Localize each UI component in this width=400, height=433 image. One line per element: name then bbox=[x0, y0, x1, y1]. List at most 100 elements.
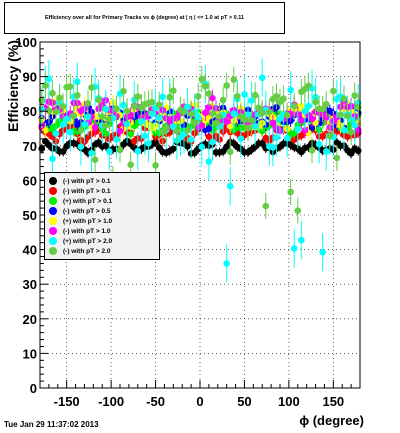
data-point bbox=[45, 75, 53, 83]
legend-marker bbox=[49, 237, 57, 245]
data-point bbox=[88, 149, 95, 157]
legend-marker bbox=[49, 177, 57, 185]
legend-label: (+) with pT > 0.1 bbox=[63, 197, 113, 205]
data-point bbox=[205, 125, 213, 132]
data-point bbox=[184, 103, 191, 111]
data-point bbox=[49, 155, 56, 163]
data-point bbox=[322, 148, 330, 155]
data-point bbox=[312, 98, 319, 106]
y-tick-label: 50 bbox=[23, 208, 37, 223]
data-point bbox=[198, 75, 206, 83]
legend-entry: (+) with pT > 0.1 bbox=[49, 196, 112, 206]
data-point bbox=[74, 92, 81, 99]
data-point bbox=[276, 115, 284, 122]
y-tick-label: 0 bbox=[30, 381, 37, 396]
data-point bbox=[226, 148, 234, 156]
data-point bbox=[248, 97, 255, 104]
x-tick-label: 100 bbox=[278, 394, 300, 409]
data-point bbox=[77, 127, 85, 134]
data-point bbox=[301, 127, 309, 134]
data-point bbox=[223, 260, 230, 267]
data-point bbox=[301, 107, 309, 115]
data-point bbox=[223, 143, 230, 150]
legend-entry: (-) with pT > 0.1 bbox=[49, 176, 111, 186]
data-point bbox=[106, 116, 113, 123]
data-point bbox=[88, 84, 95, 91]
data-point bbox=[209, 138, 216, 146]
legend-marker bbox=[49, 247, 57, 255]
data-point bbox=[194, 93, 202, 100]
data-point bbox=[319, 248, 326, 256]
legend: (-) with pT > 0.1 (-) with pT > 0.1 (+) … bbox=[44, 172, 160, 260]
y-tick-label: 40 bbox=[23, 243, 37, 258]
data-point bbox=[269, 119, 277, 127]
y-tick-label: 100 bbox=[15, 35, 37, 50]
legend-entry: (-) with pT > 2.0 bbox=[49, 246, 111, 256]
data-point bbox=[98, 113, 106, 120]
data-point bbox=[91, 156, 99, 163]
data-point bbox=[84, 113, 92, 120]
legend-marker bbox=[49, 187, 57, 195]
legend-label: (-) with pT > 1.0 bbox=[63, 227, 111, 235]
data-point bbox=[266, 108, 273, 116]
data-point bbox=[49, 89, 56, 97]
x-tick-label: -150 bbox=[54, 394, 80, 409]
data-point bbox=[258, 109, 266, 117]
data-point bbox=[340, 95, 348, 102]
data-point bbox=[45, 107, 53, 115]
data-point bbox=[70, 112, 78, 120]
data-point bbox=[322, 100, 330, 108]
data-point bbox=[155, 101, 163, 108]
data-point bbox=[280, 95, 287, 102]
data-point bbox=[152, 162, 159, 169]
data-point bbox=[223, 118, 230, 125]
y-tick-label: 10 bbox=[23, 346, 37, 361]
y-tick-label: 80 bbox=[23, 104, 37, 119]
data-point bbox=[322, 114, 330, 121]
data-point bbox=[251, 91, 259, 99]
legend-label: (-) with pT > 0.1 bbox=[63, 177, 111, 185]
data-point bbox=[52, 130, 60, 137]
data-point bbox=[159, 93, 166, 101]
data-point bbox=[194, 113, 202, 121]
data-point bbox=[241, 116, 248, 124]
data-point bbox=[198, 122, 206, 129]
data-point bbox=[319, 105, 326, 113]
x-tick-label: 50 bbox=[237, 394, 251, 409]
legend-label: (+) with pT > 1.0 bbox=[63, 217, 113, 225]
data-point bbox=[74, 78, 81, 86]
x-tick-label: -100 bbox=[98, 394, 124, 409]
data-point bbox=[91, 124, 99, 131]
data-point bbox=[120, 87, 127, 95]
data-point bbox=[77, 143, 85, 151]
data-point bbox=[205, 158, 213, 165]
data-point bbox=[102, 142, 110, 149]
data-point bbox=[290, 245, 298, 252]
data-point bbox=[337, 111, 344, 119]
timestamp: Tue Jan 29 11:37:02 2013 bbox=[4, 420, 99, 429]
data-point bbox=[212, 119, 220, 127]
data-point bbox=[351, 92, 358, 99]
data-point bbox=[226, 122, 234, 130]
data-point bbox=[56, 94, 63, 102]
data-point bbox=[63, 115, 70, 123]
legend-entry: (-) with pT > 0.5 bbox=[49, 206, 111, 216]
data-point bbox=[344, 112, 351, 120]
data-point bbox=[52, 108, 60, 116]
legend-marker bbox=[49, 207, 57, 215]
data-point bbox=[258, 74, 266, 82]
data-point bbox=[38, 96, 46, 104]
data-point bbox=[219, 96, 227, 104]
legend-entry: (+) with pT > 2.0 bbox=[49, 236, 112, 246]
data-point bbox=[141, 132, 149, 140]
data-point bbox=[298, 117, 305, 124]
data-point bbox=[230, 76, 238, 83]
data-point bbox=[230, 110, 238, 118]
data-point bbox=[106, 148, 113, 155]
data-point bbox=[287, 188, 294, 196]
data-point bbox=[287, 86, 294, 94]
data-point bbox=[347, 128, 355, 136]
data-point bbox=[173, 128, 181, 135]
data-point bbox=[351, 122, 358, 129]
